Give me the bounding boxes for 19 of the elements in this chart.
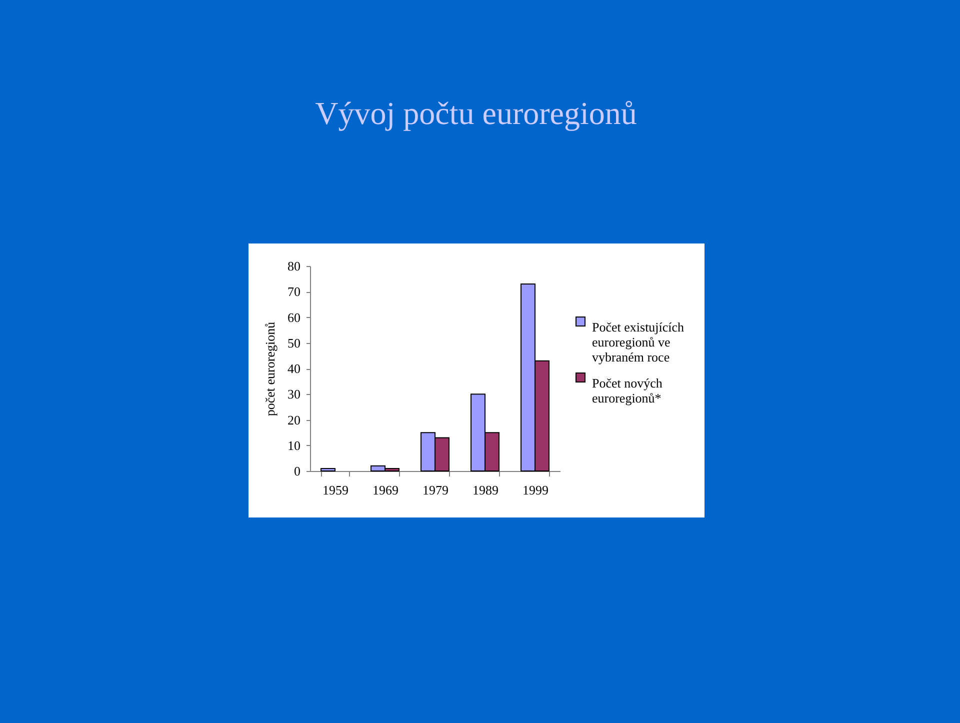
x-tick-label: 1969 <box>372 482 398 498</box>
y-tick-label: 70 <box>288 284 300 300</box>
y-axis-title: počet euroregionů <box>262 321 278 416</box>
y-tick-label: 60 <box>288 310 300 325</box>
y-tick-label: 30 <box>288 386 300 402</box>
x-tick-label: 1989 <box>472 482 498 498</box>
bar <box>320 468 336 472</box>
legend-label: Počet nových euroregionů* <box>592 376 663 406</box>
y-tick-label: 50 <box>288 335 300 350</box>
y-tick-label: 20 <box>288 412 300 428</box>
chart-title: Vývoj počtu euroregionů <box>315 95 637 131</box>
y-tick-label: 0 <box>294 464 300 478</box>
y-tick-label: 80 <box>288 258 300 274</box>
legend-label: Počet existujících euroregionů ve vybraném roce <box>592 320 685 364</box>
y-tick-label: 40 <box>288 361 300 376</box>
x-tick-label: 1979 <box>422 482 448 498</box>
x-tick-label: 1999 <box>522 482 548 498</box>
x-tick-label: 1959 <box>322 482 348 498</box>
y-tick-label: 10 <box>288 438 300 453</box>
